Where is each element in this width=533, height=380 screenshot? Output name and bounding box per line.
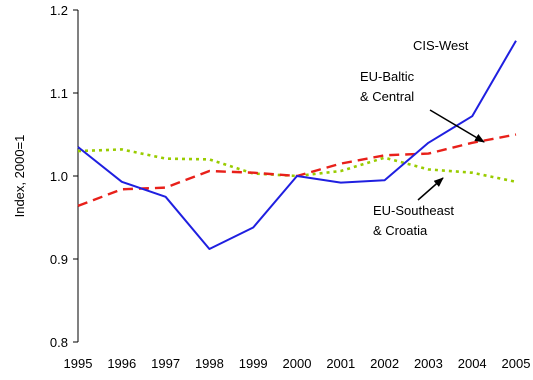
annotation-eu-southeast-croatia: EU-Southeast & Croatia bbox=[373, 203, 458, 238]
x-ticks: 1995 1996 1997 1998 1999 2000 2001 2002 2003 2004… bbox=[64, 356, 531, 371]
y-axis-label: Index, 2000=1 bbox=[12, 135, 27, 218]
annotation-southeast-line-1: EU-Southeast bbox=[373, 203, 454, 218]
y-tick-label: 1.0 bbox=[50, 169, 68, 184]
x-tick-label: 2003 bbox=[414, 356, 443, 371]
annotation-cis-line-1: CIS-West bbox=[413, 38, 469, 53]
y-tick-label: 1.1 bbox=[50, 86, 68, 101]
y-tick-label: 1.2 bbox=[50, 3, 68, 18]
annotation-southeast-line-2: & Croatia bbox=[373, 223, 428, 238]
x-tick-label: 2001 bbox=[326, 356, 355, 371]
y-ticks: 0.8 0.9 1.0 1.1 1.2 bbox=[50, 3, 78, 350]
annotations: CIS-West EU-Baltic & Central EU-Southeas… bbox=[360, 38, 485, 238]
x-tick-label: 1999 bbox=[239, 356, 268, 371]
x-tick-label: 2004 bbox=[458, 356, 487, 371]
x-tick-label: 1998 bbox=[195, 356, 224, 371]
annotation-cis-west: CIS-West bbox=[413, 38, 469, 53]
arrow-eu-baltic bbox=[429, 109, 485, 143]
x-tick-label: 2005 bbox=[502, 356, 531, 371]
x-tick-label: 1995 bbox=[64, 356, 93, 371]
annotation-eu-baltic-central: EU-Baltic & Central bbox=[360, 69, 418, 104]
series-line-southeast bbox=[77, 148, 517, 184]
x-tick-label: 1997 bbox=[151, 356, 180, 371]
series-line-cis bbox=[77, 40, 517, 250]
arrow-eu-southeast bbox=[417, 177, 444, 201]
x-tick-label: 1996 bbox=[107, 356, 136, 371]
annotation-baltic-line-2: & Central bbox=[360, 89, 414, 104]
x-tick-label: 2002 bbox=[370, 356, 399, 371]
annotation-baltic-line-1: EU-Baltic bbox=[360, 69, 415, 84]
x-tick-label: 2000 bbox=[283, 356, 312, 371]
y-tick-label: 0.9 bbox=[50, 252, 68, 267]
series-layer bbox=[77, 40, 517, 250]
y-tick-label: 0.8 bbox=[50, 335, 68, 350]
